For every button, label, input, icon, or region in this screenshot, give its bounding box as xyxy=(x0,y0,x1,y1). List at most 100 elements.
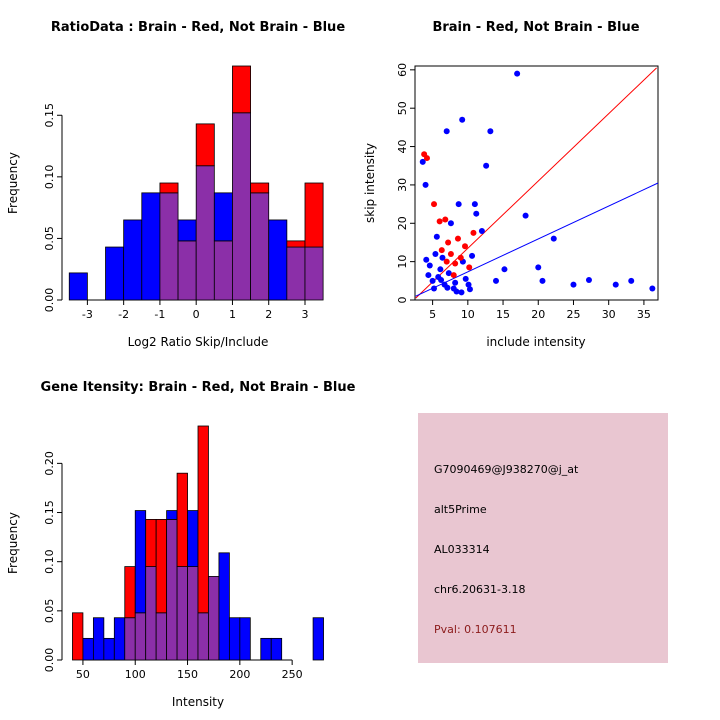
chart-title: Brain - Red, Not Brain - Blue xyxy=(432,20,639,35)
histogram-bar-overlap xyxy=(286,246,306,301)
scatter-point xyxy=(447,220,454,227)
scatter-point xyxy=(469,252,476,259)
histogram-bar-blue xyxy=(260,637,272,661)
histogram-bar-red xyxy=(176,472,188,567)
scatter-point xyxy=(433,233,440,240)
y-tick-label: 0.00 xyxy=(43,288,56,313)
x-tick-label: -2 xyxy=(118,308,129,321)
scatter-point xyxy=(462,243,469,250)
histogram-bar-blue xyxy=(103,637,115,661)
scatter-point xyxy=(425,272,432,279)
plot-area: -3 -2 -1 0 1 2 3 0.00 0.05 0.10 0.15 xyxy=(43,65,324,321)
scatter-point xyxy=(436,218,443,225)
scatter-point xyxy=(443,258,450,265)
x-tick-label: 250 xyxy=(282,668,303,681)
scatter-point xyxy=(455,201,462,208)
histogram-bar-blue xyxy=(218,552,230,661)
histogram-bar-red xyxy=(250,182,270,194)
histogram-bar-red xyxy=(124,566,136,619)
x-tick-label: 10 xyxy=(461,308,475,321)
scatter-point xyxy=(466,264,473,271)
scatter-point xyxy=(649,285,656,292)
scatter-point xyxy=(439,254,446,261)
scatter-point xyxy=(419,158,426,165)
histogram-bar-blue xyxy=(105,246,125,301)
histogram-bar-blue xyxy=(123,219,143,301)
pval-text: Pval: 0.107611 xyxy=(434,623,517,636)
scatter-point xyxy=(478,227,485,234)
histogram-bar-blue xyxy=(113,617,126,661)
splice-type-text: alt5Prime xyxy=(434,503,487,516)
scatter-point xyxy=(443,128,450,135)
histogram-bar-blue xyxy=(312,617,324,661)
scatter-point xyxy=(514,70,521,77)
scatter-point xyxy=(445,239,452,246)
scatter-point xyxy=(493,277,499,284)
scatter-point xyxy=(459,116,466,123)
histogram-bar-blue xyxy=(92,617,105,661)
histogram-bar-overlap xyxy=(124,617,136,661)
histogram-bar-overlap xyxy=(208,576,220,661)
histogram-bar-blue xyxy=(239,617,251,661)
plot-area: 5 10 15 20 25 30 35 0 10 20 30 40 50 60 xyxy=(396,63,659,321)
scatter-point xyxy=(442,216,449,223)
histogram-bar-red xyxy=(195,123,215,167)
scatter-point xyxy=(426,262,433,269)
scatter-point xyxy=(438,247,445,254)
scatter-point xyxy=(452,279,459,286)
plot-area: 50 100 150 200 250 0.00 0.05 0.10 0.15 0.20 xyxy=(43,425,324,681)
histogram-bar-overlap xyxy=(134,612,147,661)
fit-line xyxy=(415,67,657,299)
histogram-bar-overlap xyxy=(213,240,233,301)
histogram-bar-red xyxy=(72,612,84,661)
x-tick-label: 5 xyxy=(429,308,436,321)
intensity-scatter-chart: Brain - Red, Not Brain - Blue include in… xyxy=(363,20,659,349)
y-tick-label: 0.15 xyxy=(43,500,56,525)
y-tick-label: 20 xyxy=(396,216,409,230)
ratio-histogram-chart: RatioData : Brain - Red, Not Brain - Blu… xyxy=(6,20,345,349)
gene-info-box: G7090469@J938270@j_at alt5Prime AL033314… xyxy=(418,413,668,663)
x-axis-label: include intensity xyxy=(486,335,585,349)
x-tick-label: 0 xyxy=(193,308,200,321)
y-axis-label: skip intensity xyxy=(363,143,377,223)
chart-title: Gene Itensity: Brain - Red, Not Brain - … xyxy=(41,380,356,395)
scatter-point xyxy=(470,229,477,236)
histogram-bar-overlap xyxy=(304,246,324,301)
scatter-point xyxy=(628,277,635,284)
scatter-point xyxy=(458,289,465,296)
y-tick-label: 0.10 xyxy=(43,549,56,574)
scatter-point xyxy=(487,128,494,135)
y-tick-label: 50 xyxy=(396,101,409,115)
histogram-bar-blue xyxy=(68,272,88,301)
histogram-bar-red xyxy=(197,425,209,614)
ratio-histogram-panel: RatioData : Brain - Red, Not Brain - Blu… xyxy=(0,0,360,360)
scatter-point xyxy=(535,264,542,271)
x-tick-label: 200 xyxy=(229,668,250,681)
scatter-point xyxy=(431,201,438,208)
scatter-point xyxy=(453,288,460,295)
histogram-bar-blue xyxy=(141,192,161,301)
histogram-bar-blue xyxy=(82,637,94,661)
histogram-bar-overlap xyxy=(166,519,178,661)
scatter-point xyxy=(457,254,464,261)
histogram-bar-overlap xyxy=(177,240,197,301)
histogram-bar-red xyxy=(286,240,306,248)
y-tick-label: 0.05 xyxy=(43,226,56,251)
chart-title: RatioData : Brain - Red, Not Brain - Blu… xyxy=(51,20,345,35)
scatter-point xyxy=(452,260,459,267)
histogram-bar-overlap xyxy=(176,566,188,661)
x-tick-label: 150 xyxy=(177,668,198,681)
histogram-bar-blue xyxy=(187,510,199,567)
gene-id-text: AL033314 xyxy=(434,543,490,556)
scatter-point xyxy=(423,256,430,263)
scatter-point xyxy=(444,284,451,291)
x-tick-label: 15 xyxy=(496,308,510,321)
x-tick-label: 20 xyxy=(531,308,545,321)
histogram-bar-blue xyxy=(213,192,233,242)
y-tick-label: 0 xyxy=(396,297,409,304)
x-tick-label: 35 xyxy=(637,308,651,321)
x-tick-label: -1 xyxy=(154,308,165,321)
scatter-point xyxy=(454,235,461,242)
scatter-point xyxy=(462,275,469,282)
scatter-point xyxy=(550,235,557,242)
